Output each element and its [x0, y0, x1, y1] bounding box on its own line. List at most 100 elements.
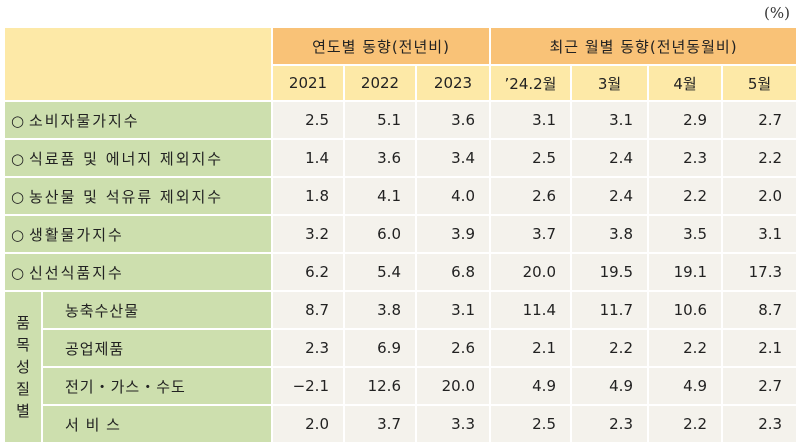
table-row: ○ 소비자물가지수 2.5 5.1 3.6 3.1 3.1 2.9 2.7 [3, 100, 799, 140]
cell: 3.2 [271, 214, 345, 254]
cell: 2.0 [720, 176, 799, 216]
cell: 2.4 [570, 176, 649, 216]
cell: 3.3 [415, 404, 491, 444]
sub-row-label: 서 비 스 [41, 404, 273, 444]
cell: 2.9 [647, 100, 723, 140]
cell: 2.2 [720, 138, 799, 178]
cell: 2.6 [489, 176, 572, 216]
cell: 6.0 [343, 214, 417, 254]
cell: 3.8 [343, 290, 417, 330]
cell: 3.1 [720, 214, 799, 254]
cell: 2.3 [271, 328, 345, 368]
cell: 2.2 [647, 328, 723, 368]
bullet-icon: ○ [11, 149, 25, 168]
bullet-icon: ○ [11, 111, 25, 130]
bullet-icon: ○ [11, 225, 25, 244]
cell: 2.3 [720, 404, 799, 444]
table-row: 전기・가스・수도 −2.1 12.6 20.0 4.9 4.9 4.9 2.7 [4, 366, 799, 406]
sub-row-label: 공업제품 [41, 328, 273, 368]
cell: 10.6 [647, 290, 723, 330]
col-header: 4월 [647, 64, 723, 102]
cell: 3.9 [415, 214, 491, 254]
cell: 2.2 [570, 328, 649, 368]
cell: 8.7 [271, 290, 345, 330]
cell: 2.5 [271, 100, 345, 140]
cell: 20.0 [489, 252, 572, 292]
cell: 17.3 [720, 252, 799, 292]
col-header: 2022 [343, 64, 417, 102]
cell: 2.3 [647, 138, 723, 178]
table-row: 품 목 성 질 별 농축수산물 8.7 3.8 3.1 11.4 11.7 10… [3, 290, 799, 444]
cell: 19.5 [570, 252, 649, 292]
cell: 4.9 [570, 366, 649, 406]
cell: 3.7 [489, 214, 572, 254]
cell: 2.3 [570, 404, 649, 444]
sub-row-label: 농축수산물 [41, 290, 273, 330]
cell: 19.1 [647, 252, 723, 292]
col-header: 2023 [415, 64, 491, 102]
header-row-groups: 연도별 동향(전년비) 최근 월별 동향(전년동월비) [3, 26, 799, 102]
side-group-label: 품 목 성 질 별 [3, 290, 43, 444]
cell: 2.1 [720, 328, 799, 368]
cell: 2.6 [415, 328, 491, 368]
cell: 4.0 [415, 176, 491, 216]
table-row: ○ 농산물 및 석유류 제외지수 1.8 4.1 4.0 2.6 2.4 2.2 … [3, 176, 799, 216]
cell: 2.7 [720, 100, 799, 140]
header-row-periods: 2021 2022 2023 ’24.2월 3월 4월 5월 [4, 64, 799, 102]
cell: 3.7 [343, 404, 417, 444]
cell: 11.4 [489, 290, 572, 330]
cell: 2.4 [570, 138, 649, 178]
row-label: ○ 식료품 및 에너지 제외지수 [3, 138, 273, 178]
cell: 2.0 [271, 404, 345, 444]
table-row: ○ 식료품 및 에너지 제외지수 1.4 3.6 3.4 2.5 2.4 2.3 … [3, 138, 799, 178]
cell: 6.2 [271, 252, 345, 292]
cell: 3.4 [415, 138, 491, 178]
cell: 3.8 [570, 214, 649, 254]
cell: −2.1 [271, 366, 345, 406]
cell: 4.1 [343, 176, 417, 216]
cell: 12.6 [343, 366, 417, 406]
sub-row-label: 전기・가스・수도 [41, 366, 273, 406]
col-header: 5월 [720, 64, 799, 102]
cell: 3.6 [415, 100, 491, 140]
cell: 3.5 [647, 214, 723, 254]
header-monthly: 최근 월별 동향(전년동월비) [488, 26, 799, 66]
cell: 11.7 [570, 290, 649, 330]
cell: 2.2 [647, 176, 723, 216]
col-header: 2021 [271, 64, 345, 102]
cell: 6.8 [415, 252, 491, 292]
table-row: 공업제품 2.3 6.9 2.6 2.1 2.2 2.2 2.1 [4, 328, 799, 368]
cell: 6.9 [343, 328, 417, 368]
cell: 2.2 [647, 404, 723, 444]
header-yearly: 연도별 동향(전년비) [271, 26, 491, 66]
row-label: ○ 생활물가지수 [3, 214, 273, 254]
cell: 3.1 [415, 290, 491, 330]
cell: 3.6 [343, 138, 417, 178]
row-label: ○ 농산물 및 석유류 제외지수 [3, 176, 273, 216]
cell: 3.1 [570, 100, 649, 140]
table-row: 서 비 스 2.0 3.7 3.3 2.5 2.3 2.2 2.3 [4, 404, 799, 444]
table-row: ○ 생활물가지수 3.2 6.0 3.9 3.7 3.8 3.5 3.1 [3, 214, 799, 254]
cell: 1.4 [271, 138, 345, 178]
col-header: ’24.2월 [489, 64, 572, 102]
bullet-icon: ○ [11, 263, 25, 282]
cpi-table: 연도별 동향(전년비) 최근 월별 동향(전년동월비) 2021 2022 20… [3, 26, 799, 444]
cell: 2.1 [489, 328, 572, 368]
header-corner [3, 26, 273, 102]
cell: 4.9 [489, 366, 572, 406]
cell: 2.7 [720, 366, 799, 406]
bullet-icon: ○ [11, 187, 25, 206]
cell: 4.9 [647, 366, 723, 406]
col-header: 3월 [570, 64, 649, 102]
cell: 5.4 [343, 252, 417, 292]
table-row: ○ 신선식품지수 6.2 5.4 6.8 20.0 19.5 19.1 17.3 [3, 252, 799, 292]
cell: 3.1 [489, 100, 572, 140]
unit-label: (%) [764, 4, 790, 22]
cell: 5.1 [343, 100, 417, 140]
row-label: ○ 소비자물가지수 [3, 100, 273, 140]
cell: 2.5 [489, 404, 572, 444]
cell: 20.0 [415, 366, 491, 406]
row-label: ○ 신선식품지수 [3, 252, 273, 292]
cell: 8.7 [720, 290, 799, 330]
cell: 2.5 [489, 138, 572, 178]
